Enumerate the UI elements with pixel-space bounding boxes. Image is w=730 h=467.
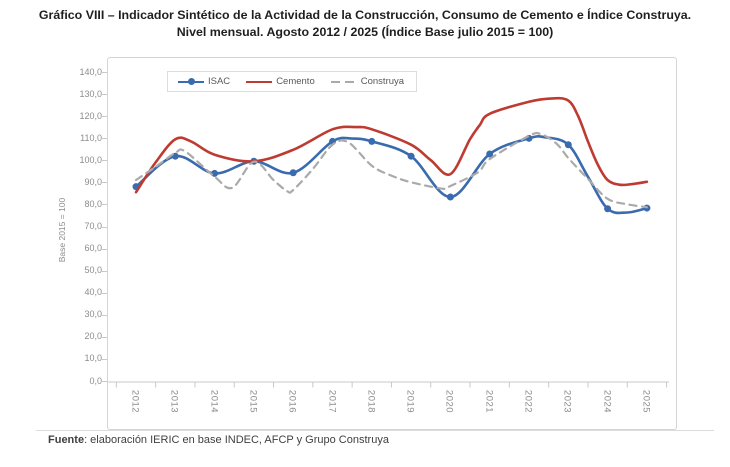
data-point-isac-2021: [486, 150, 494, 158]
x-tick-label-2017: 2017: [326, 389, 337, 414]
x-tick-label-2025: 2025: [640, 389, 652, 414]
legend-line-icon: [246, 80, 273, 83]
bottom-divider: [36, 430, 714, 431]
legend-swatch-solid-line-icon: [178, 77, 204, 87]
y-tick-label: 130,0: [79, 88, 102, 99]
x-tick-label-2018: 2018: [365, 389, 377, 414]
y-tick-label: 90,0: [84, 176, 102, 187]
y-tick-label: 110,0: [80, 132, 102, 143]
x-tick-label-2021: 2021: [483, 389, 495, 414]
y-tick-mark: [101, 72, 107, 73]
plot-canvas: [108, 96, 669, 388]
y-tick-label: 50,0: [84, 265, 102, 276]
y-tick-mark: [101, 270, 107, 272]
legend-line-icon: [330, 80, 357, 83]
legend-label: Cemento: [276, 76, 315, 87]
y-tick-label: 70,0: [84, 221, 102, 231]
y-tick-mark: [101, 204, 107, 206]
y-tick-label: 30,0: [84, 309, 102, 320]
y-tick-mark: [101, 314, 107, 316]
data-point-isac-2020: [446, 193, 454, 201]
y-tick-mark: [101, 226, 107, 228]
y-tick-label: 0,0: [89, 375, 102, 386]
x-tick-label-2012: 2012: [129, 389, 141, 414]
legend-item-isac: ISAC: [178, 76, 230, 87]
source-note: Fuente: elaboración IERIC en base INDEC,…: [48, 434, 389, 446]
x-tick-label-2023: 2023: [561, 389, 573, 414]
series-line-cemento: [134, 96, 649, 194]
y-tick-mark: [101, 358, 107, 360]
y-tick-mark: [101, 292, 107, 294]
y-tick-mark: [101, 336, 107, 338]
y-tick-label: 80,0: [84, 198, 102, 209]
legend-swatch-dashed-line-icon: [330, 77, 357, 87]
chart-title-line2: Nivel mensual. Agosto 2012 / 2025 (Índic…: [176, 24, 554, 39]
y-tick-mark: [101, 138, 107, 140]
legend-marker-dot-icon: [188, 78, 195, 85]
data-point-isac-2023: [564, 141, 572, 149]
series-line-construya: [134, 131, 648, 209]
source-note-prefix: Fuente: [48, 434, 85, 446]
y-tick-mark: [101, 160, 107, 162]
x-tick-label-2022: 2022: [522, 389, 534, 414]
x-tick-label-2020: 2020: [443, 389, 455, 414]
y-tick-mark: [101, 381, 107, 382]
y-tick-mark: [101, 248, 107, 250]
y-tick-label: 20,0: [84, 331, 102, 342]
legend-label: Construya: [360, 76, 405, 87]
y-tick-mark: [101, 94, 107, 96]
x-tick-label-2019: 2019: [404, 389, 416, 414]
legend-item-construya: Construya: [330, 76, 405, 87]
x-tick-label-2024: 2024: [601, 389, 613, 414]
chart-title: Gráfico VIII – Indicador Sintético de la…: [0, 7, 730, 40]
y-tick-label: 60,0: [84, 243, 102, 254]
x-tick-label-2015: 2015: [247, 389, 259, 414]
data-point-isac-2018: [368, 137, 376, 145]
legend-label: ISAC: [208, 76, 231, 87]
y-tick-label: 40,0: [84, 287, 102, 298]
legend: ISAC Cemento Construya: [167, 71, 418, 92]
y-tick-label: 140,0: [79, 66, 102, 77]
x-tick-label-2013: 2013: [168, 389, 180, 414]
x-tick-label-2016: 2016: [286, 389, 298, 414]
chart-title-line1: Gráfico VIII – Indicador Sintético de la…: [38, 8, 692, 22]
plot-area: ISAC Cemento Construya: [107, 57, 677, 430]
x-tick-label-2014: 2014: [208, 389, 220, 414]
data-point-isac-2016: [289, 169, 297, 177]
y-tick-mark: [101, 182, 107, 184]
y-tick-label: 10,0: [84, 353, 102, 364]
source-note-text: : elaboración IERIC en base INDEC, AFCP …: [84, 434, 389, 446]
data-point-isac-2024: [604, 205, 612, 213]
y-tick-label: 120,0: [79, 110, 102, 121]
y-tick-label: 100,0: [79, 154, 102, 165]
data-point-isac-2019: [407, 152, 415, 160]
y-axis-title: Base 2015 = 100: [57, 197, 67, 263]
y-tick-mark: [101, 116, 107, 118]
legend-item-cemento: Cemento: [246, 76, 315, 87]
legend-swatch-solid-line-icon: [246, 77, 273, 87]
